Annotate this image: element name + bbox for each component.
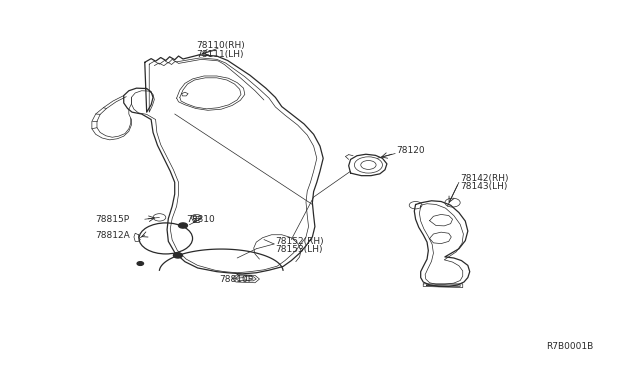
Text: 78111(LH): 78111(LH) [196, 50, 243, 59]
Text: 78142(RH): 78142(RH) [460, 174, 509, 183]
Text: 78812A: 78812A [96, 231, 131, 240]
Circle shape [173, 253, 182, 258]
Text: 78810: 78810 [186, 215, 215, 224]
Text: 78152(RH): 78152(RH) [275, 237, 324, 246]
Circle shape [137, 262, 143, 265]
Text: 78110(RH): 78110(RH) [196, 41, 244, 50]
Text: 78120: 78120 [396, 147, 425, 155]
Text: 78810F: 78810F [220, 275, 253, 283]
Text: 78153(LH): 78153(LH) [275, 245, 323, 254]
Text: 78143(LH): 78143(LH) [460, 182, 508, 191]
Text: R7B0001B: R7B0001B [546, 342, 593, 351]
Circle shape [179, 223, 188, 228]
Text: 78815P: 78815P [96, 215, 130, 224]
